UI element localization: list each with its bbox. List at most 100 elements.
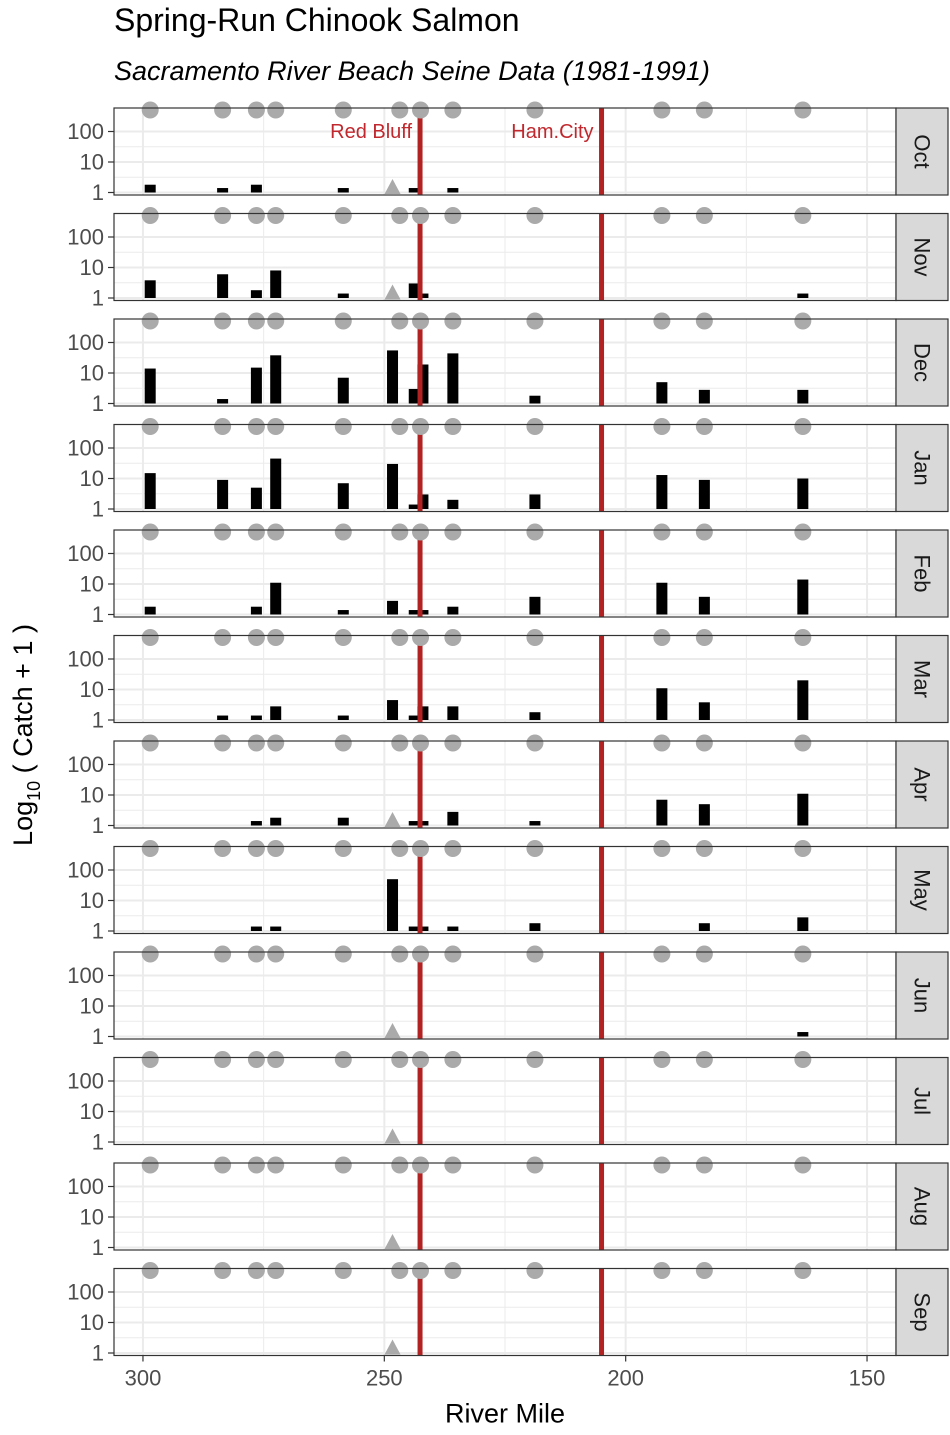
site-marker: [412, 629, 430, 646]
bar: [529, 923, 541, 931]
facet-strip-label: Oct: [910, 134, 935, 168]
bar: [270, 355, 282, 404]
site-marker: [214, 1156, 232, 1174]
bar: [656, 382, 668, 404]
facet-strip: [895, 529, 949, 618]
triangle-marker: [384, 812, 401, 827]
y-tick-label: 1: [92, 391, 104, 416]
facet-strip-label: Nov: [910, 237, 935, 276]
site-marker: [141, 312, 159, 330]
facet-strip-label: Feb: [910, 555, 935, 593]
bar: [698, 479, 710, 509]
site-marker: [247, 312, 265, 330]
facet-strip-label: May: [910, 869, 935, 911]
bar: [417, 926, 429, 931]
facet-strip: [895, 845, 949, 935]
bar: [337, 293, 349, 298]
site-marker: [412, 945, 430, 963]
triangle-marker: [384, 1339, 401, 1355]
site-marker: [247, 101, 265, 119]
site-marker: [391, 629, 409, 646]
bar: [447, 606, 459, 615]
site-marker: [214, 945, 232, 963]
bar: [417, 706, 429, 720]
site-marker: [334, 1051, 352, 1068]
site-marker: [526, 1156, 544, 1174]
x-axis-title: River Mile: [445, 1399, 565, 1429]
bar: [144, 606, 156, 615]
y-tick-label: 100: [67, 119, 104, 144]
site-marker: [141, 418, 159, 435]
site-marker: [794, 312, 812, 330]
site-marker: [695, 840, 713, 857]
site-marker: [267, 840, 285, 857]
site-marker: [695, 101, 713, 119]
bar: [408, 926, 420, 931]
bar: [656, 582, 668, 615]
site-marker: [391, 1051, 409, 1068]
site-marker: [444, 523, 462, 541]
bar: [387, 350, 399, 404]
site-marker: [526, 734, 544, 752]
site-marker: [526, 1051, 544, 1068]
site-marker: [247, 1262, 265, 1279]
site-marker: [695, 1156, 713, 1174]
triangle-marker: [384, 179, 401, 194]
site-marker: [391, 418, 409, 435]
site-marker: [794, 1051, 812, 1068]
site-marker: [444, 840, 462, 857]
site-marker: [391, 1262, 409, 1279]
bar: [447, 499, 459, 509]
site-marker: [267, 734, 285, 752]
site-marker: [444, 418, 462, 435]
facet-strip-label: Jan: [910, 450, 935, 485]
y-tick-label: 100: [67, 330, 104, 355]
y-tick-label: 100: [67, 225, 104, 250]
bar: [217, 188, 229, 193]
y-tick-label: 100: [67, 1174, 104, 1199]
site-marker: [214, 1051, 232, 1068]
site-marker: [247, 1051, 265, 1068]
site-marker: [695, 1262, 713, 1279]
site-marker: [334, 207, 352, 224]
y-tick-label: 100: [67, 541, 104, 566]
bar: [698, 702, 710, 720]
site-marker: [794, 418, 812, 435]
site-marker: [653, 840, 671, 857]
bar: [797, 793, 809, 826]
site-marker: [334, 1156, 352, 1174]
site-marker: [794, 840, 812, 857]
site-marker: [247, 1156, 265, 1174]
bar: [270, 817, 282, 826]
site-marker: [653, 1051, 671, 1068]
site-marker: [214, 734, 232, 752]
site-marker: [412, 1156, 430, 1174]
site-marker: [412, 207, 430, 224]
site-marker: [653, 312, 671, 330]
y-tick-label: 100: [67, 436, 104, 461]
site-marker: [695, 418, 713, 435]
site-marker: [267, 207, 285, 224]
site-marker: [267, 418, 285, 435]
site-marker: [526, 945, 544, 963]
site-marker: [794, 101, 812, 119]
site-marker: [247, 734, 265, 752]
site-marker: [334, 523, 352, 541]
site-marker: [526, 1262, 544, 1279]
site-marker: [247, 629, 265, 646]
site-marker: [526, 629, 544, 646]
bar: [337, 188, 349, 193]
site-marker: [794, 207, 812, 224]
site-marker: [391, 840, 409, 857]
bar: [250, 821, 262, 826]
y-tick-label: 100: [67, 858, 104, 883]
y-axis-title-subscript: 10: [24, 781, 44, 801]
bar: [270, 458, 282, 509]
y-tick-label: 1: [92, 1341, 104, 1366]
site-marker: [653, 1262, 671, 1279]
y-tick-label: 10: [80, 677, 104, 702]
site-marker: [334, 1262, 352, 1279]
y-tick-label: 1: [92, 286, 104, 311]
y-tick-label: 10: [80, 361, 104, 386]
site-marker: [695, 523, 713, 541]
